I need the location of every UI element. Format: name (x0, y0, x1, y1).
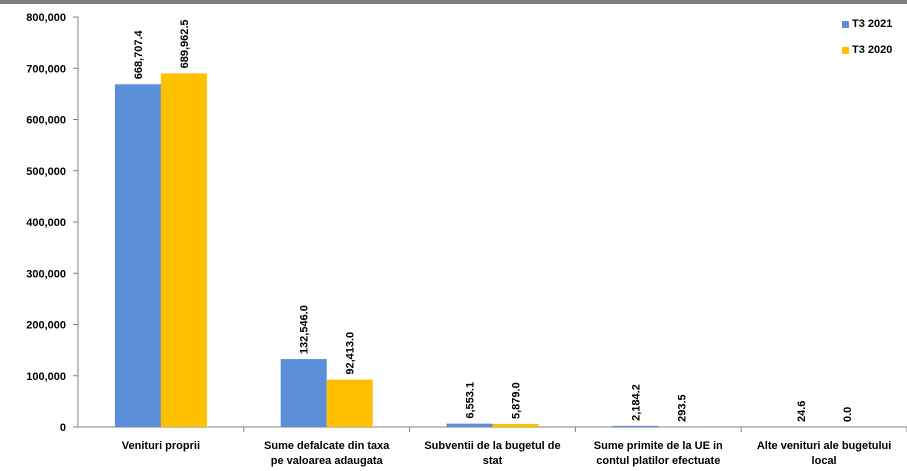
x-tick-label: pe valoarea adaugata (271, 455, 384, 467)
data-label-1-4: 0.0 (842, 407, 854, 422)
bar-1-0 (160, 73, 207, 427)
labels: 668,707.4 132,546.0 6,553.1 2,184.2 24.6 689,… (133, 19, 854, 422)
x-tick-label: Sume primite de la UE in (594, 440, 723, 452)
y-tick-label: 700,000 (26, 63, 66, 75)
data-label-1-3: 293.5 (676, 394, 688, 422)
data-label-1-2: 5,879.0 (511, 382, 523, 419)
x-tick-label: stat (483, 455, 503, 467)
chart-top-border (0, 0, 907, 4)
x-tick-label: contul platilor efectuate (596, 455, 720, 467)
bar-1-1 (326, 379, 373, 427)
data-label-0-4: 24.6 (796, 401, 808, 422)
y-tick-label: 100,000 (26, 371, 66, 383)
y-tick-label: 0 (60, 422, 66, 434)
y-tick-label: 500,000 (26, 166, 66, 178)
data-label-1-1: 92,413.0 (345, 332, 357, 375)
axes: 0 100,000 200,000 300,000 400,000 500,000 600,… (26, 12, 907, 467)
y-tick-label: 600,000 (26, 115, 66, 127)
data-label-0-1: 132,546.0 (299, 305, 311, 354)
bar-0-1 (280, 359, 327, 427)
bar-0-2 (446, 423, 493, 427)
data-label-0-2: 6,553.1 (465, 382, 477, 419)
y-tick-label: 800,000 (26, 12, 66, 24)
y-tick-label: 300,000 (26, 268, 66, 280)
x-tick-label: local (812, 455, 837, 467)
legend-item-1: T3 2020 (842, 42, 892, 58)
x-tick-label: Alte venituri ale bugetului (757, 440, 891, 452)
legend-label-1: T3 2020 (852, 44, 893, 56)
legend-label-0: T3 2021 (852, 18, 893, 30)
legend-swatch-0 (842, 20, 849, 28)
bar-0-3 (612, 425, 659, 427)
bar-0-0 (114, 84, 161, 427)
data-label-0-0: 668,707.4 (133, 29, 145, 79)
x-tick-label: Subventii de la bugetul de (424, 440, 560, 452)
x-tick-label: Sume defalcate din taxa (264, 440, 390, 452)
legend-swatch-1 (842, 46, 849, 54)
legend: T3 2021 T3 2020 (842, 16, 892, 68)
data-label-0-3: 2,184.2 (630, 384, 642, 421)
x-tick-label: Venituri proprii (122, 440, 200, 452)
bars (114, 73, 825, 427)
y-tick-label: 400,000 (26, 217, 66, 229)
bar-1-2 (492, 423, 539, 427)
legend-item-0: T3 2021 (842, 16, 892, 32)
y-tick-label: 200,000 (26, 320, 66, 332)
data-label-1-0: 689,962.5 (179, 19, 191, 68)
